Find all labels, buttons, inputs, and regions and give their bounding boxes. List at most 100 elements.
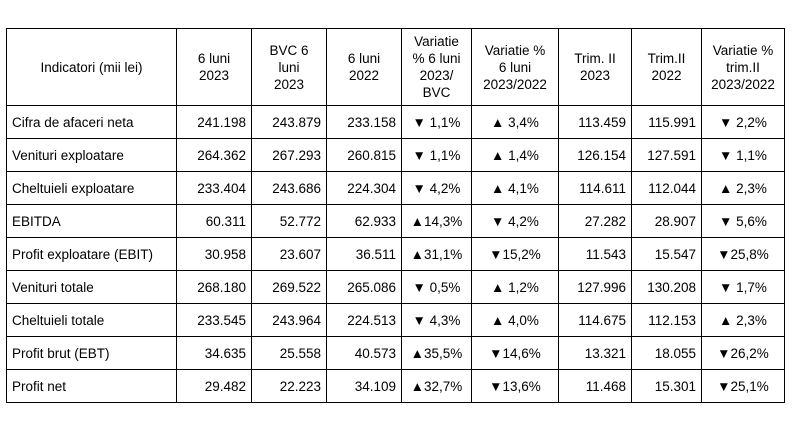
variation-q2-2023-2022: ▼26,2% — [701, 336, 785, 370]
value-budget-6-months-2023: 267.293 — [251, 138, 327, 172]
value-q2-2023: 127.996 — [558, 270, 632, 304]
variation-6m-vs-budget: ▼ 4,2% — [401, 171, 472, 205]
indicator-label: Cheltuieli exploatare — [6, 171, 177, 205]
header-line: 2022 — [651, 68, 682, 83]
indicator-label: Profit exploatare (EBIT) — [6, 237, 177, 271]
variation-q2-2023-2022: ▼ 1,7% — [701, 270, 785, 304]
header-line: luni — [278, 59, 300, 75]
value-budget-6-months-2023: 52.772 — [251, 204, 327, 238]
value-q2-2023: 27.282 — [558, 204, 632, 238]
variation-6m-2023-2022: ▼14,6% — [471, 336, 559, 370]
variation-6m-vs-budget: ▼ 1,1% — [401, 105, 472, 139]
value-6-months-2022: 36.511 — [326, 237, 402, 271]
header-line: 2023 — [198, 68, 230, 83]
header-variation-6m-vs-budget: Variatie % 6 luni 2023/BVC — [401, 28, 472, 106]
header-line: Indicatori (mii lei) — [40, 59, 143, 75]
variation-q2-2023-2022: ▼ 1,1% — [701, 138, 785, 172]
variation-q2-2023-2022: ▼ 2,2% — [701, 105, 785, 139]
value-budget-6-months-2023: 243.964 — [251, 303, 327, 337]
header-line: Variatie % — [484, 42, 546, 58]
value-6-months-2022: 62.933 — [326, 204, 402, 238]
value-6-months-2023: 268.180 — [176, 270, 252, 304]
header-line: Variatie % — [712, 42, 774, 58]
value-q2-2023: 11.468 — [558, 369, 632, 403]
header-line: Variatie — [414, 34, 459, 49]
value-q2-2023: 114.675 — [558, 303, 632, 337]
financial-indicators-table: Indicatori (mii lei) 6 luni 2023 BVC 6 luni 2… — [6, 28, 785, 403]
value-budget-6-months-2023: 243.686 — [251, 171, 327, 205]
header-variation-q2-2023-2022: Variatie % trim.II 2023/2022 — [701, 28, 785, 106]
table-row: Profit net 29.482 22.223 34.109 ▲32,7% ▼13,6%… — [6, 369, 785, 403]
value-budget-6-months-2023: 25.558 — [251, 336, 327, 370]
value-6-months-2022: 233.158 — [326, 105, 402, 139]
header-line: 6 luni — [347, 51, 381, 66]
indicator-label: Profit net — [6, 369, 177, 403]
table-row: Cifra de afaceri neta 241.198 243.879 233.1… — [6, 105, 785, 139]
indicator-label: Cifra de afaceri neta — [6, 105, 177, 139]
table-row: Cheltuieli totale 233.545 243.964 224.513 ▼ … — [6, 303, 785, 337]
value-q2-2023: 113.459 — [558, 105, 632, 139]
variation-q2-2023-2022: ▼25,1% — [701, 369, 785, 403]
value-q2-2023: 11.543 — [558, 237, 632, 271]
table-header: Indicatori (mii lei) 6 luni 2023 BVC 6 luni 2… — [6, 28, 785, 106]
value-budget-6-months-2023: 243.879 — [251, 105, 327, 139]
value-q2-2023: 114.611 — [558, 171, 632, 205]
value-q2-2022: 112.153 — [631, 303, 702, 337]
indicator-label: EBITDA — [6, 204, 177, 238]
table-row: Venituri exploatare 264.362 267.293 260.815… — [6, 138, 785, 172]
variation-6m-2023-2022: ▼ 4,2% — [471, 204, 559, 238]
variation-q2-2023-2022: ▲ 2,3% — [701, 303, 785, 337]
value-q2-2022: 15.547 — [631, 237, 702, 271]
variation-6m-2023-2022: ▼15,2% — [471, 237, 559, 271]
value-6-months-2022: 265.086 — [326, 270, 402, 304]
value-6-months-2022: 40.573 — [326, 336, 402, 370]
header-line: trim.II — [726, 59, 760, 75]
value-6-months-2023: 34.635 — [176, 336, 252, 370]
value-q2-2023: 126.154 — [558, 138, 632, 172]
variation-6m-vs-budget: ▼ 1,1% — [401, 138, 472, 172]
variation-6m-vs-budget: ▲35,5% — [401, 336, 472, 370]
value-6-months-2023: 29.482 — [176, 369, 252, 403]
indicator-label: Venituri totale — [6, 270, 177, 304]
header-q2-2022: Trim.II 2022 — [631, 28, 702, 106]
variation-q2-2023-2022: ▼ 5,6% — [701, 204, 785, 238]
table-row: EBITDA 60.311 52.772 62.933 ▲14,3% ▼ 4,2% 27.2… — [6, 204, 785, 238]
variation-6m-2023-2022: ▲ 4,1% — [471, 171, 559, 205]
header-q2-2023: Trim. II 2023 — [558, 28, 632, 106]
variation-6m-vs-budget: ▼ 0,5% — [401, 270, 472, 304]
header-line: 2023/2022 — [711, 76, 775, 92]
variation-6m-2023-2022: ▲ 4,0% — [471, 303, 559, 337]
value-q2-2023: 13.321 — [558, 336, 632, 370]
header-line: Trim.II — [647, 51, 686, 66]
indicator-label: Profit brut (EBT) — [6, 336, 177, 370]
variation-6m-vs-budget: ▲32,7% — [401, 369, 472, 403]
header-budget-6-months-2023: BVC 6 luni 2023 — [251, 28, 327, 106]
table-row: Profit brut (EBT) 34.635 25.558 40.573 ▲35,5… — [6, 336, 785, 370]
header-row: Indicatori (mii lei) 6 luni 2023 BVC 6 luni 2… — [6, 28, 785, 106]
header-line: 2023/ — [419, 68, 454, 83]
header-line: Trim. II — [574, 51, 616, 66]
header-6-months-2022: 6 luni 2022 — [326, 28, 402, 106]
value-6-months-2023: 264.362 — [176, 138, 252, 172]
variation-6m-2023-2022: ▲ 1,2% — [471, 270, 559, 304]
header-line: BVC 6 — [269, 42, 309, 58]
table-row: Cheltuieli exploatare 233.404 243.686 224.3… — [6, 171, 785, 205]
value-budget-6-months-2023: 22.223 — [251, 369, 327, 403]
value-6-months-2023: 30.958 — [176, 237, 252, 271]
header-line: 6 luni — [197, 51, 231, 66]
table-body: Cifra de afaceri neta 241.198 243.879 233.1… — [6, 105, 785, 403]
variation-6m-2023-2022: ▼13,6% — [471, 369, 559, 403]
header-line: 2023 — [579, 68, 611, 83]
header-line: 6 luni — [498, 59, 532, 75]
variation-6m-vs-budget: ▲31,1% — [401, 237, 472, 271]
variation-q2-2023-2022: ▲ 2,3% — [701, 171, 785, 205]
header-line: % 6 luni — [412, 51, 461, 66]
value-q2-2022: 127.591 — [631, 138, 702, 172]
value-budget-6-months-2023: 269.522 — [251, 270, 327, 304]
value-q2-2022: 28.907 — [631, 204, 702, 238]
indicator-label: Venituri exploatare — [6, 138, 177, 172]
header-variation-6m-2023-2022: Variatie % 6 luni 2023/2022 — [471, 28, 559, 106]
variation-6m-2023-2022: ▲ 1,4% — [471, 138, 559, 172]
value-budget-6-months-2023: 23.607 — [251, 237, 327, 271]
value-6-months-2022: 34.109 — [326, 369, 402, 403]
